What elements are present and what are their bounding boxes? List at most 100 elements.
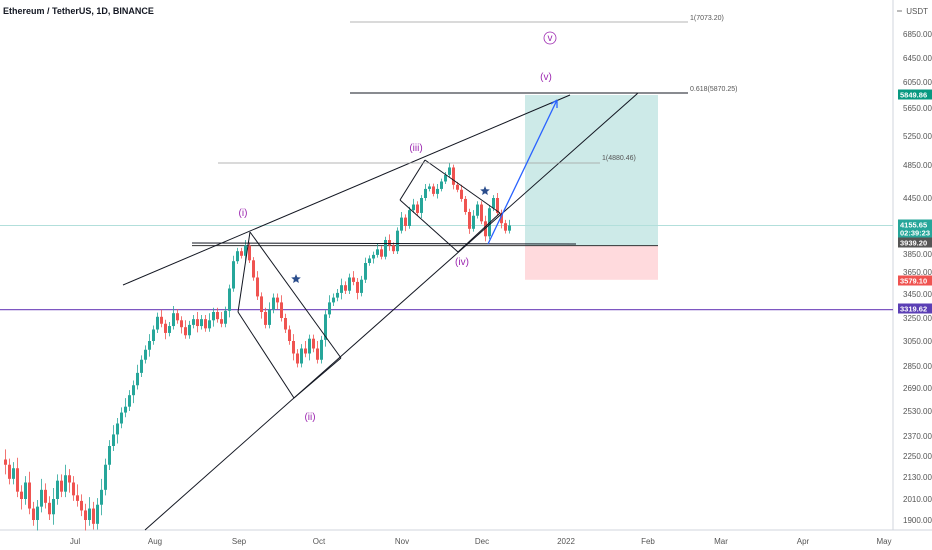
candle bbox=[8, 458, 11, 485]
candle-body bbox=[64, 475, 67, 492]
x-tick-label: Nov bbox=[395, 537, 409, 546]
wave-iv-box-right bbox=[457, 212, 501, 253]
candle bbox=[28, 471, 31, 515]
neckline bbox=[191, 242, 577, 245]
candle bbox=[300, 344, 303, 368]
candle bbox=[36, 499, 39, 531]
wave-iv-box-top bbox=[424, 159, 501, 214]
candle bbox=[404, 214, 407, 232]
candle-body bbox=[72, 482, 75, 496]
candle bbox=[12, 462, 15, 485]
candle-body bbox=[56, 480, 59, 499]
candle-body bbox=[508, 225, 511, 231]
candle bbox=[280, 295, 283, 322]
candle bbox=[4, 449, 7, 475]
y-tick-label: 2370.00 bbox=[903, 432, 932, 441]
candle-body bbox=[384, 240, 387, 257]
candle bbox=[56, 474, 59, 505]
price-tag-bg bbox=[898, 89, 932, 100]
candle bbox=[204, 315, 207, 332]
candle-body bbox=[464, 198, 467, 212]
candle bbox=[212, 307, 215, 327]
candle-body bbox=[184, 327, 187, 336]
wave-iv-box-bottom bbox=[399, 199, 459, 253]
price-tag-bg bbox=[898, 219, 932, 230]
lower-channel-line bbox=[144, 92, 639, 531]
candle bbox=[132, 380, 135, 404]
candle bbox=[504, 219, 507, 234]
candle-body bbox=[84, 510, 87, 520]
candle-body bbox=[212, 312, 215, 321]
candle-body bbox=[180, 320, 183, 328]
x-tick-label: Oct bbox=[313, 537, 326, 546]
candle-body bbox=[68, 475, 71, 483]
candle-body bbox=[140, 359, 143, 373]
candle bbox=[152, 325, 155, 345]
price-tag: 02:39:23 bbox=[898, 227, 932, 238]
candle bbox=[324, 310, 327, 347]
candle-body bbox=[248, 245, 251, 261]
candle-body bbox=[316, 348, 319, 360]
candle-body bbox=[136, 372, 139, 386]
candle-body bbox=[284, 318, 287, 330]
candle-body bbox=[264, 312, 267, 325]
candle-body bbox=[288, 329, 291, 341]
candle bbox=[272, 293, 275, 314]
candle bbox=[116, 418, 119, 444]
candle-body bbox=[336, 292, 339, 298]
x-tick-label: Sep bbox=[232, 537, 247, 546]
candle-body bbox=[400, 217, 403, 231]
candle-body bbox=[332, 297, 335, 303]
candle-body bbox=[256, 277, 259, 297]
candle-body bbox=[92, 508, 95, 524]
price-tag-label: 3319.62 bbox=[900, 305, 927, 314]
candle-body bbox=[80, 500, 83, 511]
candle bbox=[256, 271, 259, 300]
x-tick-label: Apr bbox=[797, 537, 810, 546]
candle-body bbox=[344, 285, 347, 291]
fib-label-lower: 1(4880.46) bbox=[602, 155, 636, 162]
candle-body bbox=[476, 204, 479, 216]
candle bbox=[312, 334, 315, 353]
candle-body bbox=[116, 423, 119, 435]
y-tick-label: 2530.00 bbox=[903, 407, 932, 416]
candle-body bbox=[408, 210, 411, 226]
candle-body bbox=[468, 212, 471, 229]
candle-body bbox=[280, 302, 283, 318]
x-tick-label: Feb bbox=[641, 537, 655, 546]
candle bbox=[336, 289, 339, 302]
y-tick-label: 5650.00 bbox=[903, 104, 932, 113]
candle bbox=[224, 306, 227, 328]
candle-body bbox=[436, 188, 439, 194]
currency-label: USDT bbox=[906, 7, 928, 16]
candle bbox=[284, 313, 287, 333]
wave-ii-box-top bbox=[249, 231, 342, 359]
candle bbox=[376, 243, 379, 258]
candle bbox=[460, 184, 463, 202]
candle-body bbox=[360, 279, 363, 293]
wave-label-i: (i) bbox=[239, 208, 248, 219]
star-icon bbox=[291, 274, 301, 283]
candle bbox=[136, 364, 139, 390]
candle bbox=[332, 293, 335, 306]
candle-body bbox=[424, 188, 427, 198]
y-tick-label: 4450.00 bbox=[903, 194, 932, 203]
y-tick-label: 3250.00 bbox=[903, 314, 932, 323]
candle-body bbox=[460, 189, 463, 199]
price-tag-bg bbox=[898, 303, 932, 314]
candle-body bbox=[440, 181, 443, 189]
candle-body bbox=[204, 319, 207, 329]
x-tick-label: 2022 bbox=[557, 537, 575, 546]
fib-label-upper: 1(7073.20) bbox=[690, 15, 724, 22]
candle bbox=[240, 247, 243, 259]
price-tag: 3319.62 bbox=[898, 303, 932, 314]
candle-body bbox=[124, 406, 127, 413]
candle-body bbox=[152, 329, 155, 341]
wave-label-v: (v) bbox=[540, 72, 552, 83]
candle bbox=[276, 293, 279, 309]
candle-body bbox=[304, 348, 307, 354]
candle-body bbox=[120, 412, 123, 424]
candle bbox=[160, 309, 163, 328]
candle bbox=[304, 341, 307, 358]
